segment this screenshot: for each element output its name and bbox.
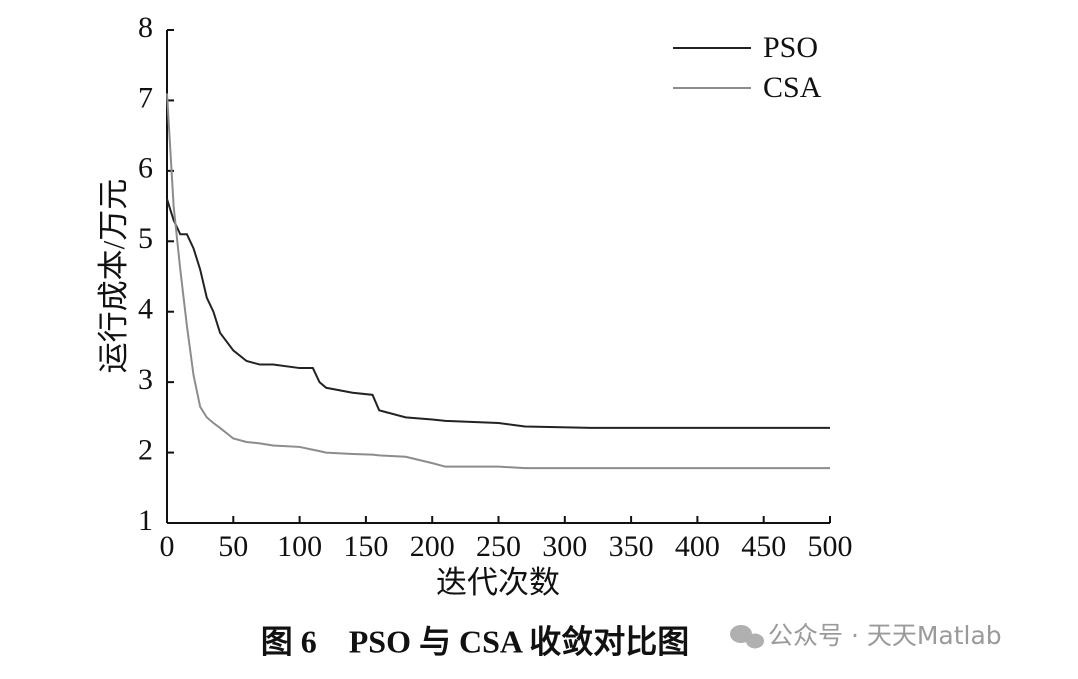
legend-label: PSO bbox=[763, 31, 818, 64]
x-tick-label: 200 bbox=[410, 530, 455, 563]
x-tick-label: 50 bbox=[218, 530, 248, 563]
series-line bbox=[166, 198, 830, 429]
watermark-icon bbox=[730, 625, 764, 649]
y-tick-label: 4 bbox=[138, 293, 153, 326]
x-tick-label: 0 bbox=[160, 530, 175, 563]
caption: 图 6 PSO 与 CSA 收敛对比图 bbox=[261, 623, 690, 659]
y-tick-label: 3 bbox=[138, 363, 153, 396]
y-tick-label: 2 bbox=[138, 433, 153, 466]
x-tick-label: 500 bbox=[808, 530, 853, 563]
x-axis-label: 迭代次数 bbox=[436, 565, 560, 600]
x-tick-label: 400 bbox=[675, 530, 720, 563]
y-tick-label: 1 bbox=[138, 504, 153, 537]
y-axis-label: 运行成本/万元 bbox=[96, 179, 131, 374]
x-tick-label: 350 bbox=[609, 530, 654, 563]
series-line bbox=[166, 93, 830, 470]
x-tick-label: 150 bbox=[343, 530, 388, 563]
x-tick-label: 100 bbox=[277, 530, 322, 563]
y-tick-label: 8 bbox=[138, 11, 153, 44]
y-tick-label: 6 bbox=[138, 152, 153, 185]
x-tick-label: 450 bbox=[741, 530, 786, 563]
x-tick-label: 300 bbox=[542, 530, 587, 563]
y-tick-label: 7 bbox=[138, 81, 153, 114]
legend-label: CSA bbox=[763, 71, 822, 104]
y-tick-label: 5 bbox=[138, 222, 153, 255]
watermark: 公众号 · 天天Matlab bbox=[768, 621, 1002, 650]
x-tick-label: 250 bbox=[476, 530, 521, 563]
